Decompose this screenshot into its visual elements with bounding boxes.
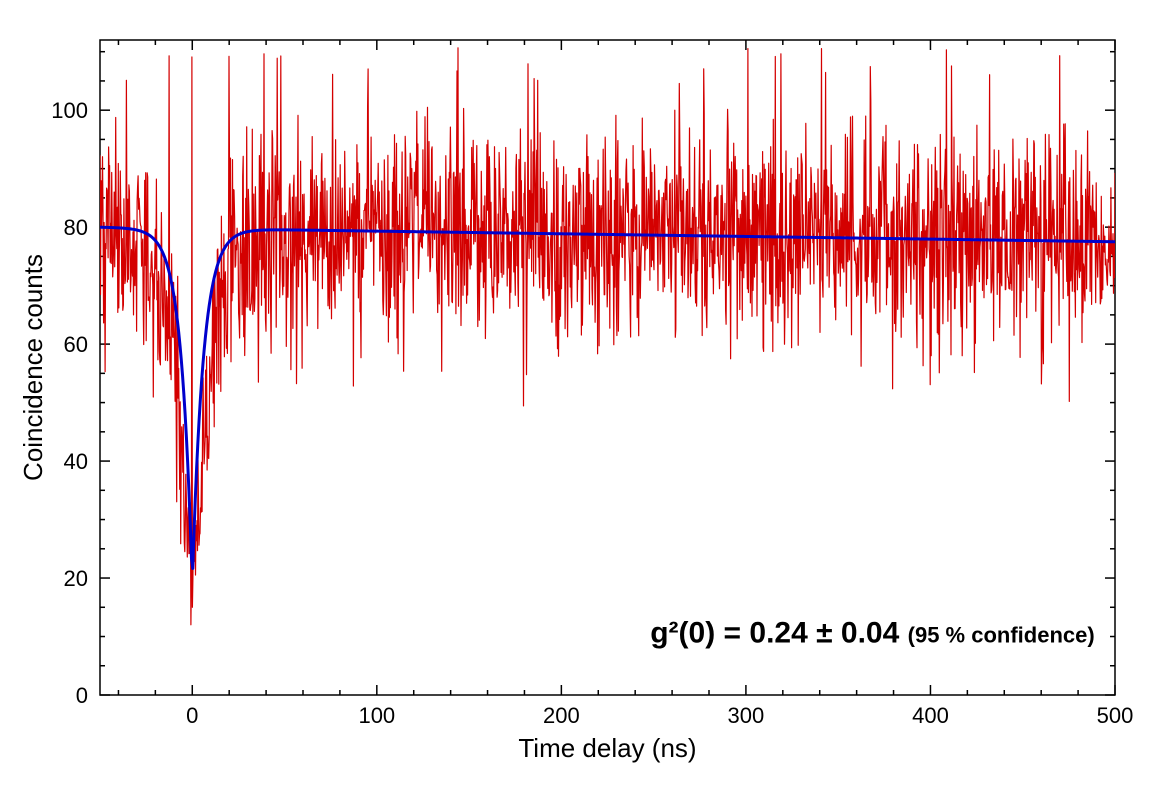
y-tick-label: 80	[64, 215, 88, 240]
y-tick-label: 40	[64, 449, 88, 474]
x-tick-label: 100	[358, 703, 395, 728]
y-tick-label: 60	[64, 332, 88, 357]
y-tick-label: 0	[76, 683, 88, 708]
chart-container: 0 100 200 300 400 500 0 20 40 60 80 100 Time delay (…	[0, 0, 1169, 790]
x-tick-label: 500	[1097, 703, 1134, 728]
g2-chart: 0 100 200 300 400 500 0 20 40 60 80 100 Time delay (…	[0, 0, 1169, 790]
y-axis-label: Coincidence counts	[18, 254, 48, 481]
x-tick-label: 300	[728, 703, 765, 728]
raw-data-series	[100, 48, 1115, 625]
x-tick-label: 400	[912, 703, 949, 728]
x-tick-label: 200	[543, 703, 580, 728]
g2-annotation: g²(0) = 0.24 ± 0.04 (95 % confidence)	[650, 617, 1094, 650]
x-tick-label: 0	[186, 703, 198, 728]
y-tick-label: 100	[51, 98, 88, 123]
x-axis-label: Time delay (ns)	[518, 733, 696, 763]
y-tick-label: 20	[64, 566, 88, 591]
